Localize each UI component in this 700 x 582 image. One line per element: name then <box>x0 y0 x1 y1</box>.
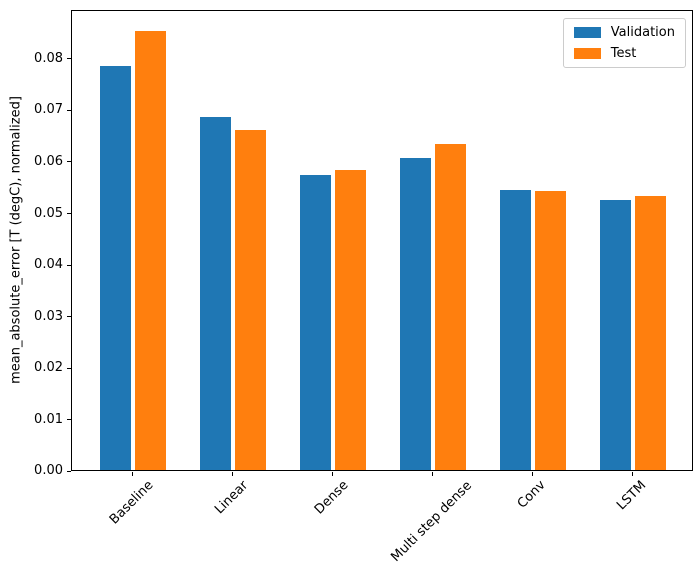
y-tick-label: 0.08 <box>34 50 63 66</box>
plot-area: Validation Test <box>71 10 693 471</box>
x-tick-label: Linear <box>212 477 252 518</box>
y-tick-label: 0.03 <box>34 308 63 324</box>
y-tick-mark <box>67 161 71 163</box>
x-tick-mark <box>331 472 333 476</box>
y-tick-mark <box>67 470 71 472</box>
legend-item-test: Test <box>573 46 675 61</box>
y-tick-mark <box>67 213 71 214</box>
y-tick-label: 0.04 <box>34 257 63 272</box>
y-tick-label: 0.06 <box>34 153 63 169</box>
y-tick-label: 0.00 <box>34 463 63 478</box>
bar-test-linear <box>235 129 266 470</box>
y-tick-mark <box>67 419 71 420</box>
y-tick-mark <box>67 58 71 60</box>
bar-test-dense <box>335 169 366 470</box>
x-tick-mark <box>431 472 433 476</box>
legend-label-validation: Validation <box>610 25 675 40</box>
x-tick-label: LSTM <box>614 478 650 514</box>
x-tick-mark <box>631 472 633 476</box>
bar-validation-lstm <box>600 200 631 470</box>
x-tick-label: Multi step dense <box>388 477 475 565</box>
bar-test-multi-step-dense <box>435 144 466 470</box>
y-tick-label: 0.07 <box>34 102 63 118</box>
y-tick-mark <box>67 109 71 111</box>
y-tick-label: 0.05 <box>34 205 63 221</box>
x-tick-mark <box>531 472 533 476</box>
y-tick-mark <box>67 367 71 369</box>
legend: Validation Test <box>562 18 686 68</box>
bar-test-conv <box>535 190 566 470</box>
legend-label-test: Test <box>610 46 637 61</box>
legend-item-validation: Validation <box>573 25 675 40</box>
bar-test-lstm <box>635 195 666 470</box>
y-tick-label: 0.02 <box>34 360 63 375</box>
x-tick-label: Conv <box>514 477 549 512</box>
y-axis-label: mean_absolute_error [T (degC), normalize… <box>8 96 24 384</box>
bar-validation-conv <box>500 189 531 470</box>
y-tick-label: 0.01 <box>34 411 63 427</box>
y-tick-mark <box>67 264 71 266</box>
bar-validation-multi-step-dense <box>400 157 431 470</box>
y-tick-mark <box>67 316 71 317</box>
bar-validation-linear <box>200 116 231 470</box>
bar-validation-dense <box>300 175 331 470</box>
x-tick-label: Dense <box>311 478 352 518</box>
bar-validation-baseline <box>100 65 131 470</box>
x-tick-label: Baseline <box>106 477 157 528</box>
legend-swatch-test <box>573 48 601 59</box>
x-tick-mark <box>231 472 233 476</box>
legend-swatch-validation <box>573 27 601 38</box>
bar-test-baseline <box>135 30 166 470</box>
x-tick-mark <box>131 472 133 476</box>
